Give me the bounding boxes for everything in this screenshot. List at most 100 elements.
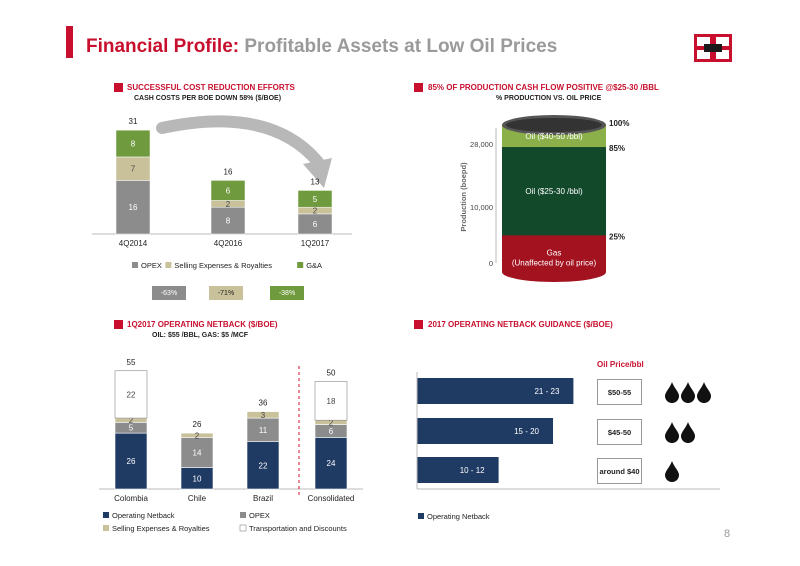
- netback-legend-label: Selling Expenses & Royalties: [112, 524, 210, 533]
- oil-price-box: $45-50: [597, 419, 642, 445]
- cost-legend-swatch: [132, 262, 138, 268]
- oil-drop-icon: [665, 382, 679, 403]
- barrel-percent-label: 85%: [609, 144, 625, 153]
- netback-category-label: Consolidated: [308, 494, 355, 503]
- netback-bar-value-label: 11: [259, 426, 268, 435]
- page-title-sub: Profitable Assets at Low Oil Prices: [244, 36, 558, 57]
- cost-bar-total-label: 13: [311, 177, 320, 186]
- netback-legend-label: Operating Netback: [112, 511, 175, 520]
- cost-bar-segment: [115, 129, 151, 158]
- cost-bar-segment: [115, 180, 151, 235]
- cost-bar-value-label: 16: [129, 203, 138, 212]
- netback-bar-segment: [180, 437, 214, 468]
- title-accent-bar: [66, 26, 73, 58]
- oil-drop-icon: [681, 382, 695, 403]
- section-marker-cost: [114, 83, 123, 92]
- guidance-legend-label: Operating Netback: [427, 512, 490, 521]
- cost-legend-label: Selling Expenses & Royalties: [174, 261, 272, 270]
- cost-bar-total-label: 16: [224, 167, 233, 176]
- cost-bar-value-label: 5: [313, 195, 318, 204]
- netback-bar-segment: [246, 411, 280, 419]
- netback-section-subtitle: OIL: $55 /BBL, GAS: $5 /MCF: [152, 332, 249, 339]
- oil-drop-icon: [665, 461, 679, 482]
- barrel-y-tick-label: 0: [489, 259, 493, 268]
- cost-bar-value-label: 8: [131, 140, 136, 149]
- netback-bar-value-label: 22: [259, 461, 268, 470]
- netback-legend-label: Transportation and Discounts: [249, 524, 347, 533]
- netback-legend-swatch: [103, 512, 109, 518]
- netback-bar-segment: [314, 437, 348, 490]
- production-section-subtitle: % PRODUCTION VS. OIL PRICE: [496, 95, 602, 102]
- netback-bar-value-label: 3: [261, 411, 266, 420]
- netback-bar-segment: [246, 441, 280, 490]
- oil-drop-icon: [681, 422, 695, 443]
- netback-bar-segment: [314, 381, 348, 421]
- cost-bar-segment: [297, 190, 333, 208]
- guidance-bar: [417, 457, 499, 483]
- cost-trend-arrowhead: [303, 158, 332, 188]
- netback-bar-value-label: 22: [127, 390, 136, 399]
- cost-legend-swatch: [165, 262, 172, 268]
- oil-drop-icon: [697, 382, 711, 403]
- netback-bar-total-label: 55: [127, 358, 136, 367]
- netback-bar-total-label: 50: [327, 369, 336, 378]
- netback-legend-swatch: [103, 525, 109, 531]
- netback-bar-value-label: 2: [195, 431, 200, 440]
- cost-reduction-box: -71%: [209, 286, 243, 300]
- netback-category-label: Colombia: [114, 494, 148, 503]
- cost-trend-arrow: [156, 115, 324, 168]
- oil-drop-icon: [665, 422, 679, 443]
- barrel-y-tick-label: 28,000: [470, 140, 493, 149]
- netback-bar-value-label: 10: [193, 474, 202, 483]
- cost-bar-value-label: 6: [226, 186, 231, 195]
- barrel-layer-label: Oil ($40-50 /bbl): [525, 132, 583, 141]
- barrel-top-inner: [506, 118, 602, 132]
- netback-category-label: Brazil: [253, 494, 273, 503]
- netback-bar-value-label: 2: [129, 416, 134, 425]
- netback-bar-value-label: 18: [327, 397, 336, 406]
- page-title-main: Financial Profile:: [86, 36, 240, 57]
- page-title: Financial Profile: Profitable Assets at …: [86, 36, 557, 58]
- netback-bar-value-label: 26: [127, 457, 136, 466]
- cost-legend-swatch: [297, 262, 304, 268]
- barrel-percent-label: 100%: [609, 119, 629, 128]
- section-marker-production: [414, 83, 423, 92]
- barrel-y-tick-label: 10,000: [470, 203, 493, 212]
- cost-bar-value-label: 6: [313, 220, 318, 229]
- cost-reduction-box: -38%: [270, 286, 304, 300]
- company-logo-icon: [694, 34, 732, 62]
- barrel-percent-label: 25%: [609, 232, 625, 241]
- netback-bar-segment: [180, 432, 214, 438]
- cost-bar-segment: [210, 206, 246, 235]
- guidance-bar: [417, 378, 574, 404]
- netback-bar-total-label: 36: [259, 399, 268, 408]
- netback-section-title: 1Q2017 OPERATING NETBACK ($/BOE): [127, 320, 278, 329]
- cost-section-title: SUCCESSFUL COST REDUCTION EFFORTS: [127, 83, 295, 92]
- oil-price-box: around $40: [597, 458, 642, 484]
- barrel-layer-label: Oil ($25-30 /bbl): [525, 187, 583, 196]
- netback-bar-value-label: 6: [329, 427, 334, 436]
- cost-legend-label: OPEX: [141, 261, 162, 270]
- guidance-legend-swatch: [418, 513, 424, 519]
- section-marker-netback: [114, 320, 123, 329]
- barrel-y-axis-label: Production (boepd): [459, 162, 468, 232]
- guidance-bar: [417, 418, 553, 444]
- netback-bar-value-label: 14: [193, 448, 202, 457]
- cost-reduction-box: -63%: [152, 286, 186, 300]
- cost-legend-label: G&A: [306, 261, 322, 270]
- netback-category-label: Chile: [188, 494, 207, 503]
- netback-bar-value-label: 5: [129, 424, 134, 433]
- cost-bar-value-label: 7: [131, 165, 136, 174]
- cost-category-label: 1Q2017: [301, 239, 330, 248]
- barrel-bottom: [502, 262, 606, 282]
- guidance-bar-label: 10 - 12: [460, 466, 485, 475]
- cost-bar-value-label: 2: [313, 207, 318, 216]
- cost-bar-segment: [210, 180, 246, 201]
- barrel-layer: [502, 147, 606, 236]
- netback-legend-swatch: [239, 524, 247, 532]
- netback-bar-total-label: 26: [193, 420, 202, 429]
